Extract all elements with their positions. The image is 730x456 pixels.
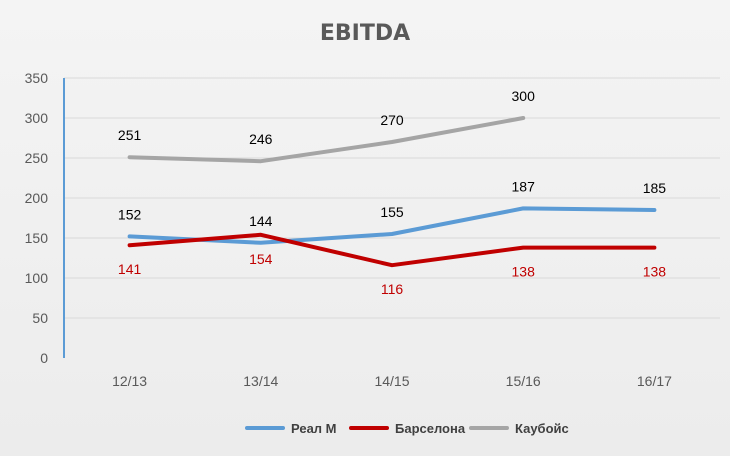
data-label: 187 xyxy=(512,178,536,194)
data-label: 144 xyxy=(249,213,273,229)
data-label: 246 xyxy=(249,131,273,147)
data-label: 251 xyxy=(118,127,142,143)
data-label: 154 xyxy=(249,251,273,267)
legend: Реал М Барселона Каубойс xyxy=(245,421,569,436)
legend-label: Реал М xyxy=(291,421,337,436)
series-lines xyxy=(127,116,657,268)
x-tick-label: 15/16 xyxy=(506,373,541,389)
x-tick-label: 16/17 xyxy=(637,373,672,389)
y-tick-label: 250 xyxy=(25,150,49,166)
series-line-0 xyxy=(127,206,657,245)
data-label: 185 xyxy=(643,180,667,196)
data-label: 138 xyxy=(512,264,536,280)
y-tick-label: 50 xyxy=(32,310,48,326)
legend-label: Барселона xyxy=(395,421,466,436)
y-tick-label: 200 xyxy=(25,190,49,206)
data-label: 270 xyxy=(380,112,404,128)
axes: 0 50 100 150 200 250 300 350 12/13 13/14 14/15 15/1… xyxy=(25,70,672,389)
series-line-2 xyxy=(127,116,526,164)
data-label: 141 xyxy=(118,261,142,277)
y-tick-label: 150 xyxy=(25,230,49,246)
data-label: 138 xyxy=(643,264,667,280)
y-tick-label: 300 xyxy=(25,110,49,126)
x-tick-label: 13/14 xyxy=(243,373,278,389)
x-tick-label: 14/15 xyxy=(374,373,409,389)
x-tick-label: 12/13 xyxy=(112,373,147,389)
y-tick-label: 100 xyxy=(25,270,49,286)
y-tick-label: 0 xyxy=(40,350,48,366)
data-label: 300 xyxy=(512,88,536,104)
data-labels: 152 144 155 187 185 141 154 116 138 138 251 246 270 3… xyxy=(118,88,666,297)
y-tick-label: 350 xyxy=(25,70,49,86)
legend-label: Каубойс xyxy=(515,421,569,436)
data-label: 152 xyxy=(118,206,142,222)
data-label: 155 xyxy=(380,204,404,220)
data-label: 116 xyxy=(381,281,404,297)
chart-title: EBITDA xyxy=(320,21,410,46)
series-line-1 xyxy=(127,232,657,268)
